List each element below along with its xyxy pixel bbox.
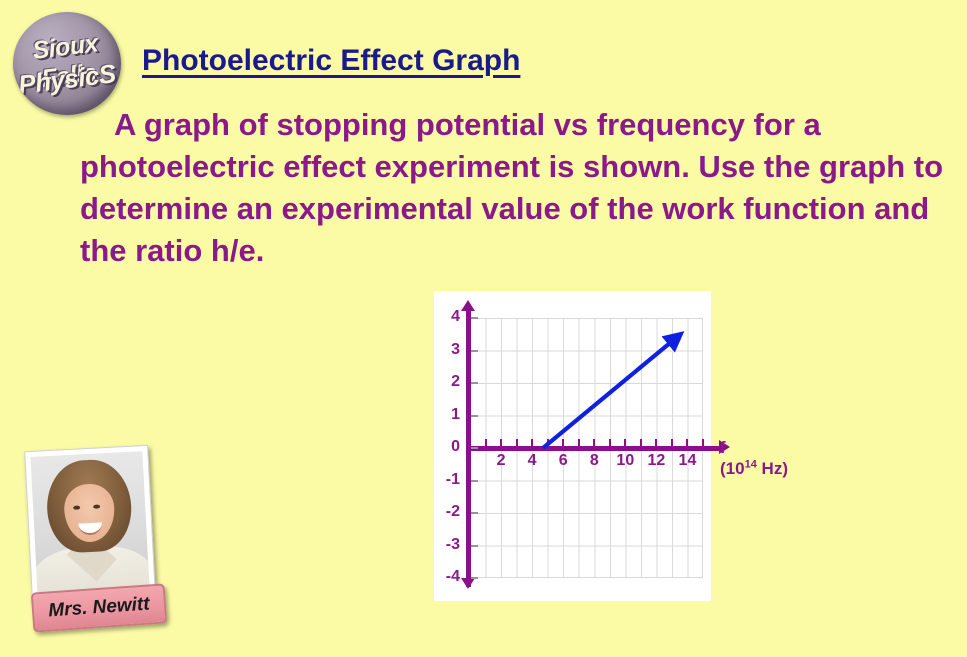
y-tick <box>471 512 478 514</box>
y-tick-label: -4 <box>445 568 460 585</box>
x-axis-title: f (1014 Hz) <box>720 437 788 480</box>
y-axis-arrow-down-icon <box>461 578 475 589</box>
x-tick-label: 10 <box>616 452 635 469</box>
y-tick-label: -1 <box>445 470 460 488</box>
teacher-photo-frame <box>24 444 156 602</box>
y-tick <box>471 447 478 449</box>
x-tick <box>639 439 642 446</box>
y-tick <box>471 577 478 579</box>
y-tick-label: 2 <box>451 373 460 390</box>
x-axis-title-units-exponent: 14 <box>744 458 757 471</box>
data-series-line <box>541 331 685 450</box>
y-tick <box>471 544 478 547</box>
x-axis-title-units-suffix: Hz) <box>756 459 788 479</box>
y-tick <box>471 317 478 319</box>
x-axis-line <box>466 446 721 451</box>
y-tick-label: -2 <box>445 503 460 520</box>
x-tick-label: 8 <box>589 452 599 469</box>
x-tick-label: 6 <box>558 452 568 469</box>
x-tick <box>624 439 627 446</box>
y-axis-arrow-up-icon <box>461 300 475 311</box>
y-tick <box>471 479 478 482</box>
y-tick-label: 0 <box>451 438 460 455</box>
x-tick <box>500 439 503 446</box>
y-tick-label: 1 <box>451 405 460 423</box>
x-tick <box>686 439 689 446</box>
page-title: Photoelectric Effect Graph <box>142 44 521 77</box>
x-axis-title-units-prefix: (10 <box>720 459 745 479</box>
body-paragraph: A graph of stopping potential vs frequen… <box>80 107 944 269</box>
y-tick <box>471 382 478 384</box>
x-tick <box>702 439 704 446</box>
x-axis-title-symbol: f <box>720 438 726 457</box>
y-tick-label: -3 <box>445 535 460 553</box>
x-tick <box>577 439 580 446</box>
teacher-portrait <box>30 451 150 595</box>
x-tick <box>515 439 518 446</box>
y-tick-label: 3 <box>451 340 460 358</box>
x-tick <box>670 439 673 446</box>
x-axis-arrow-right-icon <box>719 440 730 454</box>
x-tick-label: 12 <box>647 452 666 469</box>
x-tick <box>608 439 611 446</box>
x-tick-label: 2 <box>496 452 506 469</box>
teacher-name-label: Mrs. Newitt <box>47 593 151 622</box>
x-tick <box>484 439 487 446</box>
x-tick-label: 4 <box>527 452 537 469</box>
x-tick <box>562 439 565 446</box>
y-tick <box>471 414 478 417</box>
sioux-falls-physics-logo: Sioux Falls PhysicS <box>13 12 121 115</box>
chart-plot-panel: 4 3 2 1 0 -1 -2 -3 -4 2 4 6 8 10 12 14 <box>434 291 730 601</box>
teacher-nameplate: Mrs. Newitt <box>30 583 168 633</box>
x-tick-label: 14 <box>678 452 697 469</box>
y-tick <box>471 349 478 352</box>
y-tick-label: 4 <box>451 308 460 325</box>
x-tick <box>655 439 658 446</box>
x-tick <box>531 439 534 446</box>
x-tick <box>593 439 596 446</box>
